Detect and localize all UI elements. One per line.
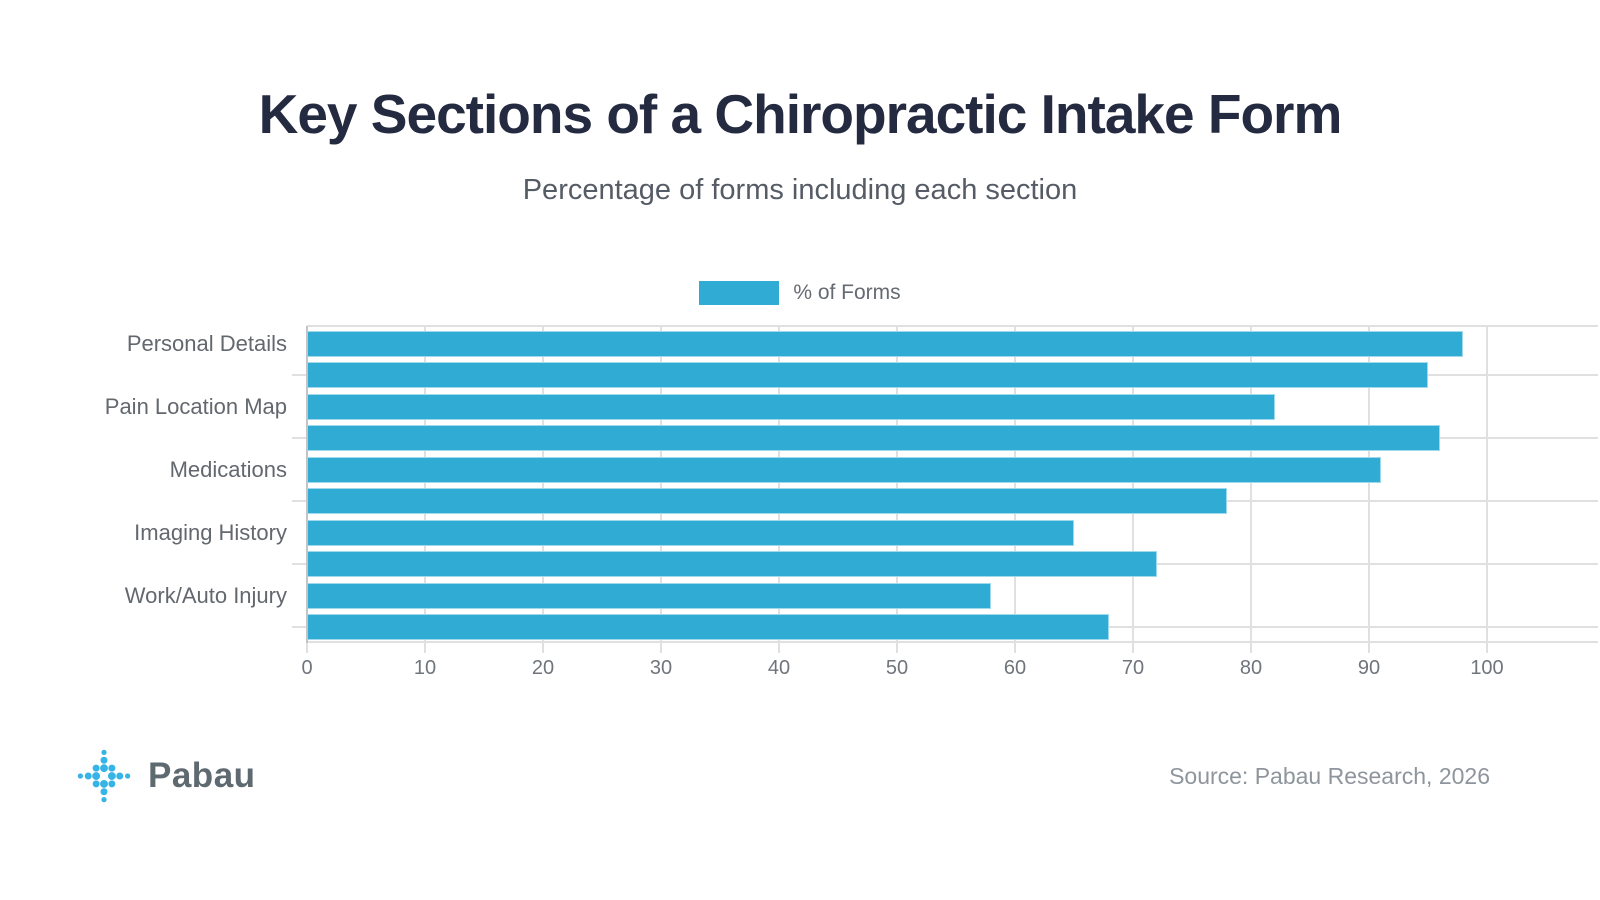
bar (307, 488, 1227, 514)
x-tick-label: 30 (649, 657, 673, 679)
x-tick-label: 10 (413, 657, 437, 679)
source-text: Source: Pabau Research, 2026 (1169, 763, 1490, 789)
bar (307, 551, 1157, 577)
bar (307, 583, 991, 609)
pabau-logo-icon (77, 749, 131, 803)
x-tick-label: 90 (1357, 657, 1381, 679)
brand-footer: Pabau (76, 748, 256, 804)
y-axis-spine (306, 326, 308, 643)
bar (307, 614, 1109, 640)
y-category-label: Medications (169, 456, 287, 482)
page-title: Key Sections of a Chiropractic Intake Fo… (258, 83, 1343, 145)
bar (307, 520, 1074, 546)
y-gridline (307, 325, 1598, 327)
x-tick-label: 60 (1003, 657, 1027, 679)
chart-legend: % of Forms (0, 281, 1600, 305)
y-category-label: Personal Details (126, 330, 287, 356)
legend-label: % of Forms (793, 281, 901, 304)
x-tick-label: 40 (767, 657, 791, 679)
plot-area (292, 325, 1598, 653)
x-tick-label: 70 (1121, 657, 1145, 679)
page-subtitle: Percentage of forms including each secti… (522, 174, 1078, 206)
x-tick-label: 80 (1239, 657, 1263, 679)
bar (307, 394, 1275, 420)
x-gridline (1486, 326, 1488, 653)
y-category-label: Pain Location Map (104, 393, 287, 419)
bar (307, 457, 1381, 483)
bar (307, 331, 1463, 357)
x-tick-label: 50 (885, 657, 909, 679)
x-tick-label: 0 (301, 657, 313, 679)
x-gridline (1250, 326, 1252, 653)
x-tick-label: 20 (531, 657, 555, 679)
x-gridline (1368, 326, 1370, 653)
bar (307, 425, 1440, 451)
y-category-label: Imaging History (134, 519, 287, 545)
x-tick-label: 100 (1470, 657, 1504, 679)
bar (307, 362, 1428, 388)
y-category-label: Work/Auto Injury (124, 582, 287, 608)
brand-name: Pabau (148, 756, 256, 795)
legend-swatch (699, 281, 780, 305)
y-gridline (307, 641, 1598, 643)
